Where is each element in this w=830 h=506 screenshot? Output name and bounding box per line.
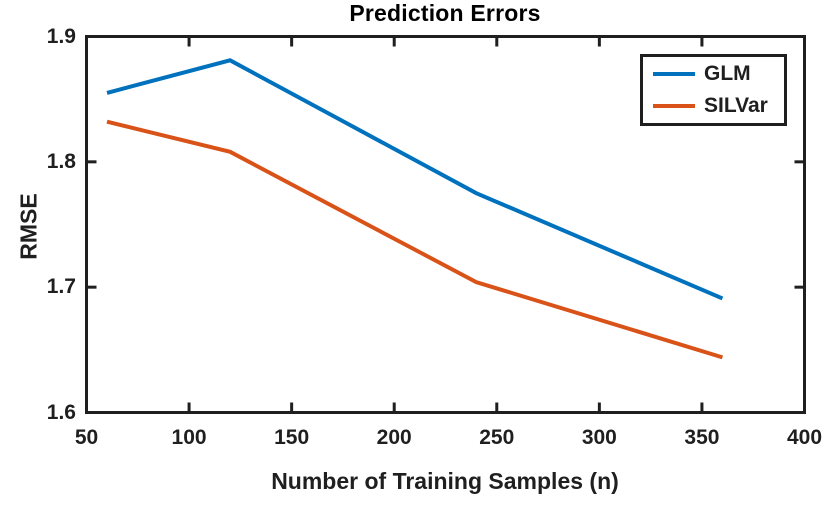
legend-label-silvar: SILVar <box>704 94 768 117</box>
x-tick-label: 350 <box>684 426 720 449</box>
y-tick-label: 1.6 <box>46 400 76 424</box>
legend-label-glm: GLM <box>704 62 751 85</box>
y-tick-label: 1.8 <box>46 149 76 173</box>
y-tick-label: 1.9 <box>46 24 76 48</box>
x-tick-label: 300 <box>581 426 617 449</box>
legend-entry-glm: GLM <box>653 62 784 86</box>
x-tick-label: 250 <box>479 426 515 449</box>
x-tick-label: 200 <box>376 426 412 449</box>
x-axis-label: Number of Training Samples (n) <box>271 468 619 494</box>
silvar-line-swatch <box>653 104 695 108</box>
chart-title: Prediction Errors <box>349 0 541 26</box>
series-line-silvar <box>106 119 724 360</box>
legend-entry-silvar: SILVar <box>653 94 784 118</box>
series-line-glm <box>106 58 724 301</box>
y-tick-label: 1.7 <box>46 275 76 299</box>
axes-box <box>85 35 806 414</box>
glm-line-swatch <box>653 72 695 76</box>
legend: GLM SILVar <box>640 54 787 126</box>
y-axis-label: RMSE <box>15 193 42 260</box>
x-tick-label: 50 <box>74 426 99 449</box>
x-tick-label: 100 <box>171 426 207 449</box>
x-tick-label: 150 <box>274 426 310 449</box>
x-tick-label: 400 <box>786 426 823 449</box>
